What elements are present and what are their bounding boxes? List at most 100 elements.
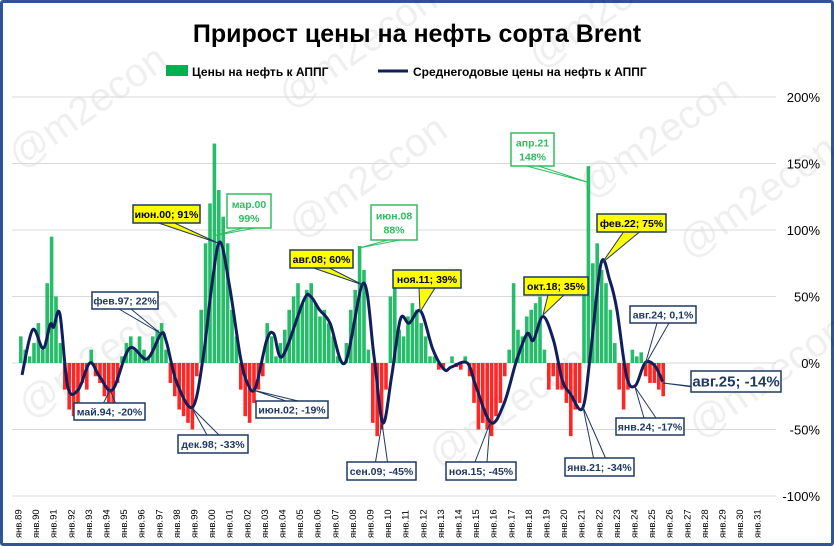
bar <box>199 309 203 363</box>
bar <box>164 349 168 363</box>
bar <box>481 363 485 423</box>
annotation-callout: авг.08; 60% <box>289 249 364 286</box>
legend: Цены на нефть к АППГ Среднегодовые цены … <box>166 65 647 79</box>
callout-pointer <box>542 294 566 317</box>
bar <box>89 349 93 363</box>
callout-box <box>690 370 782 393</box>
bar <box>287 309 291 363</box>
callout-box <box>132 204 201 224</box>
x-tick-label: янв.01 <box>225 509 236 538</box>
x-tick-label: янв.00 <box>207 509 218 538</box>
callout-label: авг.08; 60% <box>293 254 351 266</box>
watermark-text: @m2econ <box>570 66 745 207</box>
callout-box <box>370 204 418 241</box>
bar <box>357 245 362 363</box>
bar <box>582 283 586 363</box>
x-tick-label: янв.02 <box>242 509 253 538</box>
bar <box>406 316 410 363</box>
callout-leader <box>526 165 588 183</box>
x-tick-label: янв.08 <box>348 509 359 538</box>
y-tick-label: 200% <box>787 90 821 105</box>
x-tick-label: янв.98 <box>172 509 183 538</box>
bar <box>635 356 639 363</box>
bar <box>107 363 111 403</box>
bar <box>520 336 525 363</box>
callout-leader <box>582 406 606 459</box>
annotation-callout: окт.18; 35% <box>523 276 589 317</box>
annotation-callout: янв.24; -17% <box>615 386 685 436</box>
bar <box>76 363 80 403</box>
annotation-callout: июн.02; -19% <box>252 389 329 419</box>
bar <box>327 323 331 363</box>
legend-bar-label: Цены на нефть к АППГ <box>192 65 329 79</box>
x-tick-label: янв.22 <box>594 509 605 538</box>
x-tick-label: янв.95 <box>119 509 130 538</box>
callout-box <box>289 249 354 269</box>
bar <box>375 363 379 437</box>
watermark-text: @m2econ <box>270 0 445 117</box>
x-tick-label: янв.13 <box>436 509 447 538</box>
bar <box>489 363 494 437</box>
x-tick-label: янв.89 <box>14 509 25 538</box>
bar <box>555 363 560 390</box>
x-tick-label: янв.16 <box>489 509 500 538</box>
bar <box>155 329 159 363</box>
y-tick-label: 50% <box>794 290 820 305</box>
bar <box>313 303 318 363</box>
bar <box>450 356 454 363</box>
bar <box>102 363 107 397</box>
callout-label: ноя.11; 39% <box>397 274 458 286</box>
bar <box>278 343 283 363</box>
bar <box>608 309 613 363</box>
annotation-callout: май.94; -20% <box>73 388 146 421</box>
x-tick-label: янв.30 <box>735 509 746 538</box>
bar <box>344 343 349 363</box>
callout-leader <box>474 422 491 463</box>
x-tick-label: янв.03 <box>260 509 271 538</box>
callout-box <box>255 400 329 419</box>
callout-box <box>91 291 159 310</box>
x-tick-label: янв.04 <box>278 509 289 538</box>
callout-label: июн.08 <box>376 211 413 223</box>
callout-box <box>177 434 249 454</box>
bar <box>419 323 423 363</box>
bar <box>274 356 278 363</box>
callout-pointer <box>418 287 436 314</box>
bar <box>599 269 604 363</box>
bar <box>203 243 208 363</box>
bar <box>111 363 115 403</box>
bar <box>49 236 54 363</box>
x-tick-label: янв.18 <box>524 509 535 538</box>
bar <box>459 363 463 370</box>
callout-value: 99% <box>238 213 260 225</box>
bar <box>168 363 173 383</box>
annotation-callout: дек.98; -33% <box>177 407 249 454</box>
bar <box>129 336 133 363</box>
bar <box>613 343 617 363</box>
bar <box>617 363 621 390</box>
bar <box>639 352 643 363</box>
callout-box <box>392 269 462 289</box>
bar <box>397 329 401 363</box>
bar <box>190 363 195 430</box>
callout-box <box>629 305 697 324</box>
bar <box>225 243 230 363</box>
callout-label: мар.00 <box>232 199 267 211</box>
callout-label: май.94; -20% <box>77 407 143 419</box>
bar <box>221 216 225 363</box>
callout-label: июн.00; 91% <box>135 209 199 221</box>
x-tick-label: янв.05 <box>295 509 306 538</box>
bar <box>331 336 335 363</box>
bar <box>577 363 582 403</box>
x-tick-label: янв.24 <box>630 509 641 538</box>
callout-label: фев.22; 75% <box>600 218 664 230</box>
bar <box>494 363 498 417</box>
bar <box>604 283 608 363</box>
bar <box>401 336 406 363</box>
callout-label: янв.21; -34% <box>567 462 632 474</box>
bar <box>393 283 397 363</box>
bar <box>547 363 551 390</box>
x-tick-label: янв.29 <box>718 509 729 538</box>
y-tick-label: 150% <box>787 157 821 172</box>
x-tick-label: янв.27 <box>682 509 693 538</box>
